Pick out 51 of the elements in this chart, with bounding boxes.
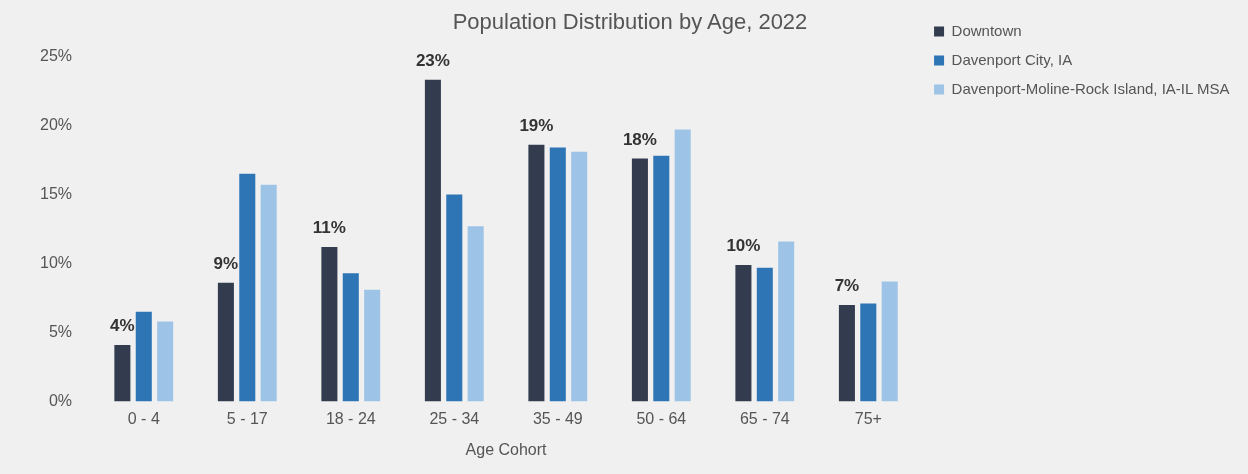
bar xyxy=(571,151,588,402)
legend-label: Davenport City, IA xyxy=(951,50,1073,68)
bar xyxy=(528,144,545,402)
bar xyxy=(157,321,174,402)
data-label: 7% xyxy=(834,276,860,296)
x-tick-label: 25 - 34 xyxy=(429,409,480,427)
data-label: 10% xyxy=(726,236,761,256)
chart-title: Population Distribution by Age, 2022 xyxy=(452,9,808,35)
bar xyxy=(860,303,877,402)
bar xyxy=(838,304,855,402)
bar xyxy=(321,246,338,402)
y-tick-label: 5% xyxy=(48,322,73,340)
data-label: 23% xyxy=(415,51,450,71)
x-tick-label: 18 - 24 xyxy=(325,409,376,427)
bar xyxy=(631,158,648,402)
bar xyxy=(778,241,795,402)
x-tick-label: 35 - 49 xyxy=(532,409,583,427)
legend-label: Downtown xyxy=(951,21,1022,39)
y-tick-label: 0% xyxy=(48,392,73,410)
y-tick-label: 20% xyxy=(39,115,73,133)
y-tick-label: 10% xyxy=(39,253,73,271)
data-label: 11% xyxy=(312,218,346,238)
bar xyxy=(260,184,277,402)
data-label: 18% xyxy=(622,129,657,149)
x-tick-label: 65 - 74 xyxy=(739,409,790,427)
bar xyxy=(881,281,898,402)
data-label: 9% xyxy=(213,254,239,274)
bar xyxy=(364,289,381,402)
x-tick-label: 5 - 17 xyxy=(226,409,268,427)
bar xyxy=(446,194,463,402)
x-tick-label: 50 - 64 xyxy=(636,409,687,427)
bar xyxy=(114,344,131,402)
y-tick-label: 25% xyxy=(39,46,73,64)
bar xyxy=(467,226,484,402)
bar xyxy=(217,282,234,402)
data-label: 19% xyxy=(519,115,554,135)
y-tick-label: 15% xyxy=(39,184,73,202)
legend-label: Davenport-Moline-Rock Island, IA-IL MSA xyxy=(951,79,1230,97)
bar xyxy=(653,155,670,402)
bar xyxy=(674,129,691,402)
x-tick-label: 75+ xyxy=(854,409,882,427)
bar xyxy=(549,147,566,402)
data-label: 4% xyxy=(110,316,135,336)
bar xyxy=(239,173,256,402)
x-axis-title: Age Cohort xyxy=(465,440,548,458)
bar xyxy=(424,79,441,402)
bar xyxy=(756,267,773,402)
x-tick-label: 0 - 4 xyxy=(127,409,160,427)
bar xyxy=(735,264,752,402)
bar xyxy=(135,311,152,402)
bar xyxy=(342,273,359,402)
